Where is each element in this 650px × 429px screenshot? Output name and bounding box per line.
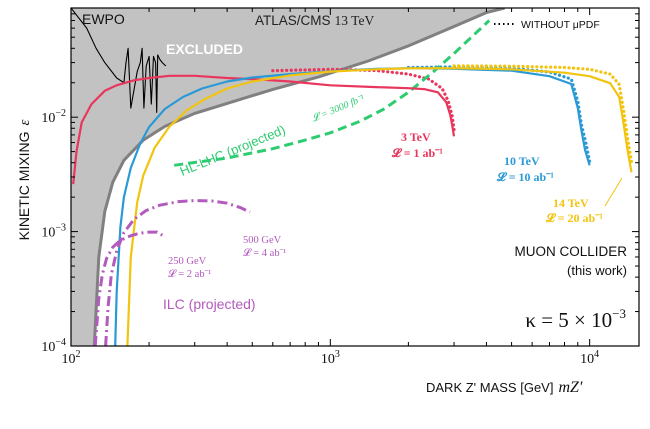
tev14-leader: [604, 177, 623, 207]
ilc250-energy: 250 GeV: [168, 256, 207, 267]
hllhc-name: HL-LHC (projected): [178, 122, 288, 179]
ewpo-line: [71, 8, 167, 113]
tev14-line: [126, 67, 633, 346]
y-axis-symbol: ε: [17, 120, 33, 126]
tev14-lumi: 𝓛 = 20 ab⁻¹: [545, 211, 603, 225]
y-axis-title: KINETIC MIXING ε: [16, 120, 33, 241]
hllhc-lumi: 𝓛 = 3000 fb⁻¹: [310, 93, 366, 124]
ilc250-lumi: 𝓛 = 2 ab⁻¹: [168, 267, 211, 280]
this-work-label: (this work): [567, 263, 627, 278]
muon-collider-label: MUON COLLIDER: [514, 244, 627, 259]
y-tick-label: 10−2: [41, 108, 66, 126]
ilc500-line: [104, 199, 251, 346]
tev10-energy: 10 TeV: [504, 154, 540, 168]
ilc500-lumi: 𝓛 = 4 ab⁻¹: [243, 246, 286, 259]
x-axis-symbol: mZ': [558, 379, 582, 396]
x-axis-label: DARK Z' MASS [GeV]: [426, 380, 553, 395]
y-axis-label: KINETIC MIXING: [16, 132, 32, 241]
series-layer: [71, 8, 634, 346]
atlas-energy: 13 TeV: [335, 13, 375, 28]
tev3-energy: 3 TeV: [401, 130, 431, 144]
atlas-cms-name: ATLAS/CMS: [255, 13, 331, 28]
tev14-energy: 14 TeV: [553, 196, 589, 210]
ilc250-line: [93, 230, 164, 346]
ewpo-label: EWPO: [82, 11, 125, 27]
hllhc-line: [173, 19, 491, 167]
tev10-line: [114, 67, 591, 346]
legend-without-mupdf: WITHOUT μPDF: [521, 19, 600, 31]
atlas-cms-label: ATLAS/CMS 13 TeV: [255, 13, 374, 28]
plot-area: [71, 8, 639, 346]
kappa-exponent: −3: [612, 306, 626, 321]
svg-text:KINETIC MIXINGε: KINETIC MIXING ε: [16, 120, 33, 241]
x-tick-label: 104: [580, 349, 599, 367]
y-tick-label: 10−4: [41, 337, 66, 355]
excluded-label: EXCLUDED: [166, 41, 243, 57]
x-tick-label: 102: [62, 349, 81, 367]
tev3-lumi: 𝓛 = 1 ab⁻¹: [391, 146, 443, 160]
kappa-label: κ = 5 × 10−3: [525, 306, 626, 332]
kappa-main: κ = 5 × 10: [525, 308, 612, 332]
x-tick-label: 103: [321, 349, 340, 367]
tev14-no-mupdf-line: [452, 64, 634, 164]
ilc-label: ILC (projected): [163, 296, 256, 312]
axis-ticks: 102 103 104 10−4 10−3 10−2: [41, 7, 639, 367]
excluded-region: [71, 8, 639, 346]
excluded-region-boundary: [92, 8, 505, 346]
ilc500-energy: 500 GeV: [243, 235, 282, 246]
tev10-lumi: 𝓛 = 10 ab⁻¹: [496, 170, 554, 184]
y-tick-label: 10−3: [41, 223, 66, 241]
x-axis-title: DARK Z' MASS [GeV] mZ': [426, 379, 583, 396]
